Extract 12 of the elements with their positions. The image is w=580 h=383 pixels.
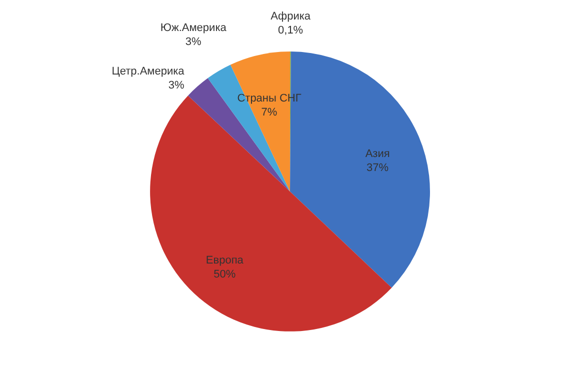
pie-slice [150, 96, 392, 332]
data-label: 50% [214, 268, 236, 281]
data-label: 37% [366, 162, 389, 174]
slice-label: Юж.Америка [160, 22, 228, 34]
data-label: 3% [185, 36, 202, 48]
data-label: 3% [168, 79, 184, 92]
slice-label: Азия [365, 148, 390, 160]
data-label: 0,1% [278, 24, 304, 36]
slice-label: Европа [206, 254, 244, 267]
slice-label: Цетр.Америка [112, 65, 186, 78]
data-label: 7% [261, 106, 278, 119]
slice-label: Африка [270, 10, 312, 22]
